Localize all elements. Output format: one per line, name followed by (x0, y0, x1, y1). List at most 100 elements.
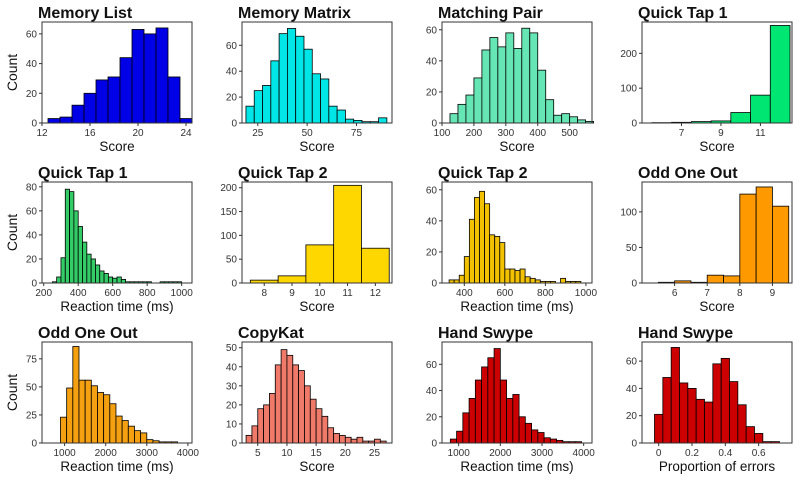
y-tick-label: 0 (631, 279, 637, 290)
y-tick-label: 10 (226, 419, 238, 430)
x-axis-label: Score (299, 139, 334, 154)
histogram-bar (95, 264, 101, 284)
histogram-bar (755, 186, 773, 284)
histogram-bar (484, 203, 491, 284)
histogram-bar (518, 416, 526, 444)
bars (245, 349, 387, 444)
y-tick-label: 0 (31, 439, 37, 450)
histogram-bar (499, 242, 506, 284)
histogram-bar (295, 35, 305, 124)
histogram-bar (505, 32, 515, 124)
y-tick-label: 0 (431, 119, 437, 130)
chart-title: Hand Swype (438, 325, 533, 342)
histogram-bar (695, 398, 705, 444)
x-tick-label: 0.2 (685, 448, 699, 459)
chart-title: Quick Tap 2 (438, 165, 528, 182)
y-tick-label: 20 (626, 411, 638, 422)
histogram-bar (257, 408, 264, 444)
histogram-bar (524, 276, 531, 284)
histogram-bar (95, 79, 109, 124)
histogram-bar (504, 268, 511, 284)
y-tick-label: 60 (26, 29, 38, 40)
histogram-bar (121, 420, 129, 444)
histogram-bar (378, 117, 388, 124)
bars (654, 347, 780, 444)
histogram-svg: Quick Tap 2 400 600 800 1000 0 20 40 60 Reaction … (426, 165, 598, 314)
histogram-bar (146, 439, 154, 444)
histogram-bar (529, 32, 539, 124)
y-tick-label: 20 (426, 87, 438, 98)
x-tick-label: 100 (434, 128, 451, 139)
y-tick-label: 75 (26, 354, 38, 365)
y-tick-label: 60 (226, 41, 238, 52)
histogram-bar (345, 118, 355, 124)
plot-frame (41, 181, 193, 284)
chart-title: Odd One Out (638, 165, 738, 182)
histogram-svg: Hand Swype 0 0.2 0.4 0.6 0 20 40 60 Proportion of… (626, 325, 793, 474)
x-tick-label: 2000 (95, 448, 118, 459)
histogram-bar (116, 276, 122, 284)
x-axis-label: Reaction time (ms) (60, 459, 173, 474)
panel-copykat: CopyKat 5 10 15 20 25 0 10 20 30 40 50 Score (200, 320, 400, 480)
y-tick-label: 25 (26, 410, 38, 421)
histogram-bar (481, 49, 491, 124)
x-axis-label: Score (299, 299, 334, 314)
panel-hand-swype-reaction: Hand Swype 1000 2000 3000 4000 0 20 40 60 Reactio… (400, 320, 600, 480)
histogram-bar (127, 425, 135, 444)
plot-frame (641, 341, 793, 444)
plot-frame (241, 181, 393, 284)
x-tick-label: 0 (656, 448, 662, 459)
y-tick-label: 40 (226, 362, 238, 373)
y-tick-label: 30 (226, 381, 238, 392)
histogram-bar (56, 276, 62, 284)
plot-frame (641, 21, 793, 124)
histogram-bar (304, 385, 311, 444)
histogram-bar (499, 379, 507, 444)
histogram-bar (662, 377, 672, 444)
x-tick-label: 400 (456, 288, 473, 299)
histogram-bar (328, 105, 338, 124)
y-tick-label: 60 (626, 357, 638, 368)
histogram-svg: Odd One Out 6 7 8 9 0 50 100 Score (620, 165, 793, 314)
histogram-bar (309, 398, 317, 444)
x-tick-label: 12 (370, 288, 382, 299)
histogram-bar (303, 48, 313, 124)
histogram-bar (531, 429, 539, 444)
histogram-bar (560, 277, 567, 284)
histogram-bar (514, 270, 521, 284)
x-tick-label: 1000 (53, 448, 76, 459)
y-tick-label: 60 (426, 185, 438, 196)
y-tick-label: 100 (620, 207, 637, 218)
histogram-bar (737, 404, 747, 444)
histogram-svg: Memory List 12 16 20 24 0 20 40 60 Score Count (4, 5, 193, 154)
histogram-bar (73, 210, 79, 284)
histogram-bar (112, 277, 118, 284)
x-tick-label: 9 (718, 128, 724, 139)
y-tick-label: 100 (620, 84, 637, 95)
histogram-bar (494, 235, 501, 284)
histogram-bar (292, 364, 300, 444)
histogram-svg: Hand Swype 1000 2000 3000 4000 0 20 40 60 Reactio… (426, 325, 595, 474)
plot-frame (41, 341, 193, 444)
histogram-svg: Memory Matrix 25 50 75 0 20 40 60 Score (226, 5, 393, 154)
plot-frame (241, 341, 393, 444)
histogram-bar (739, 193, 757, 284)
histogram-bar (465, 94, 475, 124)
histogram-bar (687, 388, 697, 444)
histogram-bar (374, 438, 381, 444)
histogram-bar (474, 379, 482, 444)
y-tick-label: 20 (426, 412, 438, 423)
x-tick-label: 20 (132, 128, 144, 139)
histogram-bar (321, 415, 329, 444)
histogram-bar (512, 394, 520, 444)
histogram-bar (134, 430, 142, 444)
y-tick-label: 0 (231, 279, 237, 290)
x-tick-label: 24 (180, 128, 192, 139)
panel-odd-one-out-score: Odd One Out 6 7 8 9 0 50 100 Score (600, 160, 800, 320)
x-tick-label: 25 (369, 448, 381, 459)
histogram-bar (59, 116, 73, 124)
histogram-bar (723, 275, 741, 284)
histogram-bar (280, 349, 288, 444)
chart-title: Quick Tap 1 (38, 165, 128, 182)
y-tick-label: 80 (26, 182, 38, 193)
